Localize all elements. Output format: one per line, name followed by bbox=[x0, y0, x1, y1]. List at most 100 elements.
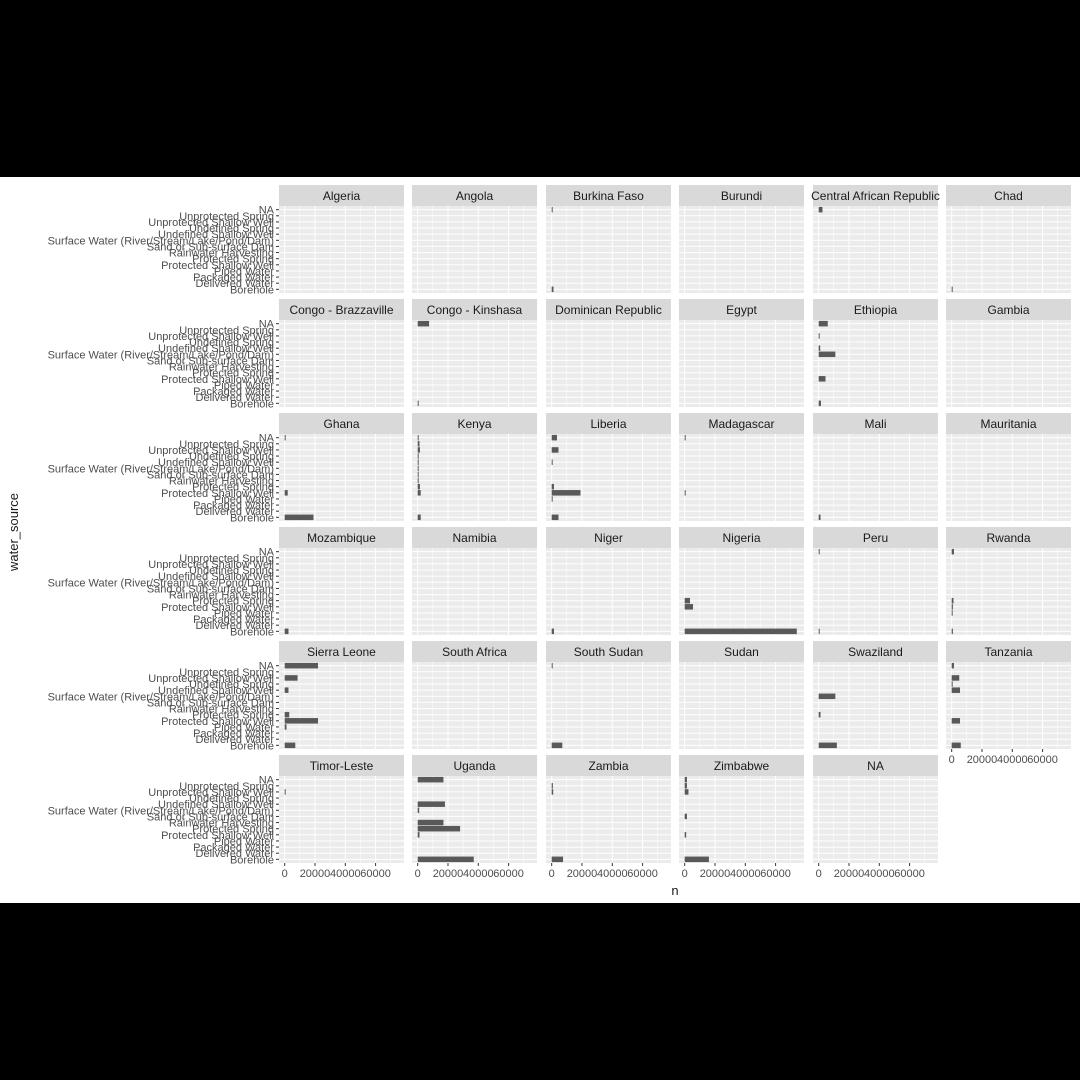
bar bbox=[417, 434, 419, 441]
y-tick-label: Surface Water (River/Stream/Lake/Pond/Da… bbox=[48, 691, 274, 703]
facet-strip-label: Liberia bbox=[590, 417, 626, 431]
y-tick-label: NA bbox=[259, 775, 275, 787]
facet-strip bbox=[946, 299, 1071, 320]
y-tick-label: Undefined Spring bbox=[189, 565, 274, 577]
y-tick-label: Borehole bbox=[230, 854, 274, 866]
bar bbox=[818, 514, 821, 521]
bar bbox=[818, 376, 826, 382]
y-tick-label: Protected Spring bbox=[192, 710, 274, 722]
bar bbox=[551, 789, 554, 795]
bar bbox=[951, 610, 953, 616]
y-tick-label: Piped Water bbox=[214, 494, 274, 506]
bar bbox=[951, 687, 961, 693]
y-tick-label: Sand or Sub-surface Dam bbox=[147, 469, 274, 481]
y-tick-label: Packaged Water bbox=[193, 386, 274, 398]
panel-background bbox=[412, 776, 537, 863]
facet-strip bbox=[679, 299, 804, 320]
y-tick-label: Borehole bbox=[230, 512, 274, 524]
bar bbox=[951, 548, 954, 555]
y-tick-label: Packaged Water bbox=[193, 272, 274, 284]
panel-background bbox=[946, 434, 1071, 521]
y-tick-label: Rainwater Harvesting bbox=[169, 818, 274, 830]
panel-background bbox=[412, 662, 537, 749]
facet-strip-label: Dominican Republic bbox=[555, 303, 662, 317]
bar bbox=[417, 819, 444, 826]
y-axis-title: water_source bbox=[6, 493, 21, 572]
bar bbox=[417, 490, 421, 496]
facet-strip bbox=[412, 755, 537, 776]
panel-background bbox=[679, 776, 804, 863]
y-tick-label: Delivered Water bbox=[196, 278, 275, 290]
bar bbox=[551, 459, 553, 465]
y-tick-label: Packaged Water bbox=[193, 500, 274, 512]
facet-strip bbox=[813, 755, 938, 776]
x-tick-label: 20000 bbox=[433, 868, 464, 880]
bar bbox=[551, 490, 581, 496]
facet-strip bbox=[679, 413, 804, 434]
x-tick-label: 40000 bbox=[730, 868, 761, 880]
bar bbox=[818, 333, 820, 339]
y-tick-label: Rainwater Harvesting bbox=[169, 476, 274, 488]
y-tick-label: Surface Water (River/Stream/Lake/Pond/Da… bbox=[48, 805, 274, 817]
x-tick-label: 0 bbox=[549, 868, 555, 880]
bar bbox=[417, 856, 474, 863]
bar bbox=[284, 490, 288, 496]
bar bbox=[417, 825, 461, 832]
x-tick-label: 40000 bbox=[864, 868, 895, 880]
x-tick-label: 40000 bbox=[330, 868, 361, 880]
y-tick-label: Undefined Shallow Well bbox=[158, 343, 274, 355]
panel-background bbox=[546, 776, 671, 863]
facet-strip bbox=[412, 185, 537, 206]
bar bbox=[417, 471, 419, 478]
facet-strip bbox=[946, 641, 1071, 662]
x-tick-label: 60000 bbox=[894, 868, 925, 880]
bar bbox=[551, 483, 554, 490]
bar bbox=[417, 477, 419, 484]
x-tick-label: 20000 bbox=[300, 868, 331, 880]
x-tick-label: 60000 bbox=[360, 868, 391, 880]
bar bbox=[417, 453, 419, 459]
facet-strip bbox=[279, 413, 404, 434]
facet-strip bbox=[279, 299, 404, 320]
facet-strip-label: South Sudan bbox=[574, 645, 643, 659]
x-tick-label: 20000 bbox=[967, 754, 998, 766]
facet-strip-label: NA bbox=[867, 759, 884, 773]
x-tick-label: 40000 bbox=[463, 868, 494, 880]
bar bbox=[684, 783, 687, 789]
panel-background bbox=[813, 206, 938, 293]
panel-background bbox=[279, 434, 404, 521]
panel-background bbox=[813, 320, 938, 407]
facet-strip-label: Gambia bbox=[987, 303, 1029, 317]
panel-background bbox=[946, 662, 1071, 749]
bar bbox=[818, 628, 820, 635]
y-tick-label: Surface Water (River/Stream/Lake/Pond/Da… bbox=[48, 235, 274, 247]
x-tick-label: 60000 bbox=[627, 868, 658, 880]
y-tick-label: Piped Water bbox=[214, 608, 274, 620]
bar bbox=[284, 628, 289, 635]
y-tick-label: Packaged Water bbox=[193, 614, 274, 626]
panel-background bbox=[546, 548, 671, 635]
bar bbox=[684, 813, 687, 820]
panel-background bbox=[279, 662, 404, 749]
bar bbox=[951, 742, 961, 749]
bar bbox=[284, 742, 296, 749]
y-tick-label: Packaged Water bbox=[193, 842, 274, 854]
y-tick-label: Unprotected Spring bbox=[179, 667, 274, 679]
facet-strip bbox=[813, 299, 938, 320]
panel-background bbox=[813, 548, 938, 635]
bar bbox=[818, 693, 836, 700]
bar bbox=[417, 459, 419, 465]
bar bbox=[284, 434, 286, 441]
bar bbox=[684, 856, 709, 863]
y-tick-label: Packaged Water bbox=[193, 728, 274, 740]
facet-strip bbox=[412, 641, 537, 662]
x-tick-label: 0 bbox=[949, 754, 955, 766]
panel-background bbox=[412, 206, 537, 293]
facet-strip-label: Mozambique bbox=[307, 531, 376, 545]
bar bbox=[684, 434, 686, 441]
y-tick-label: Piped Water bbox=[214, 380, 274, 392]
panel-background bbox=[679, 206, 804, 293]
y-tick-label: Sand or Sub-surface Dam bbox=[147, 697, 274, 709]
y-tick-label: Protected Shallow Well bbox=[161, 716, 274, 728]
y-tick-label: Sand or Sub-surface Dam bbox=[147, 241, 274, 253]
